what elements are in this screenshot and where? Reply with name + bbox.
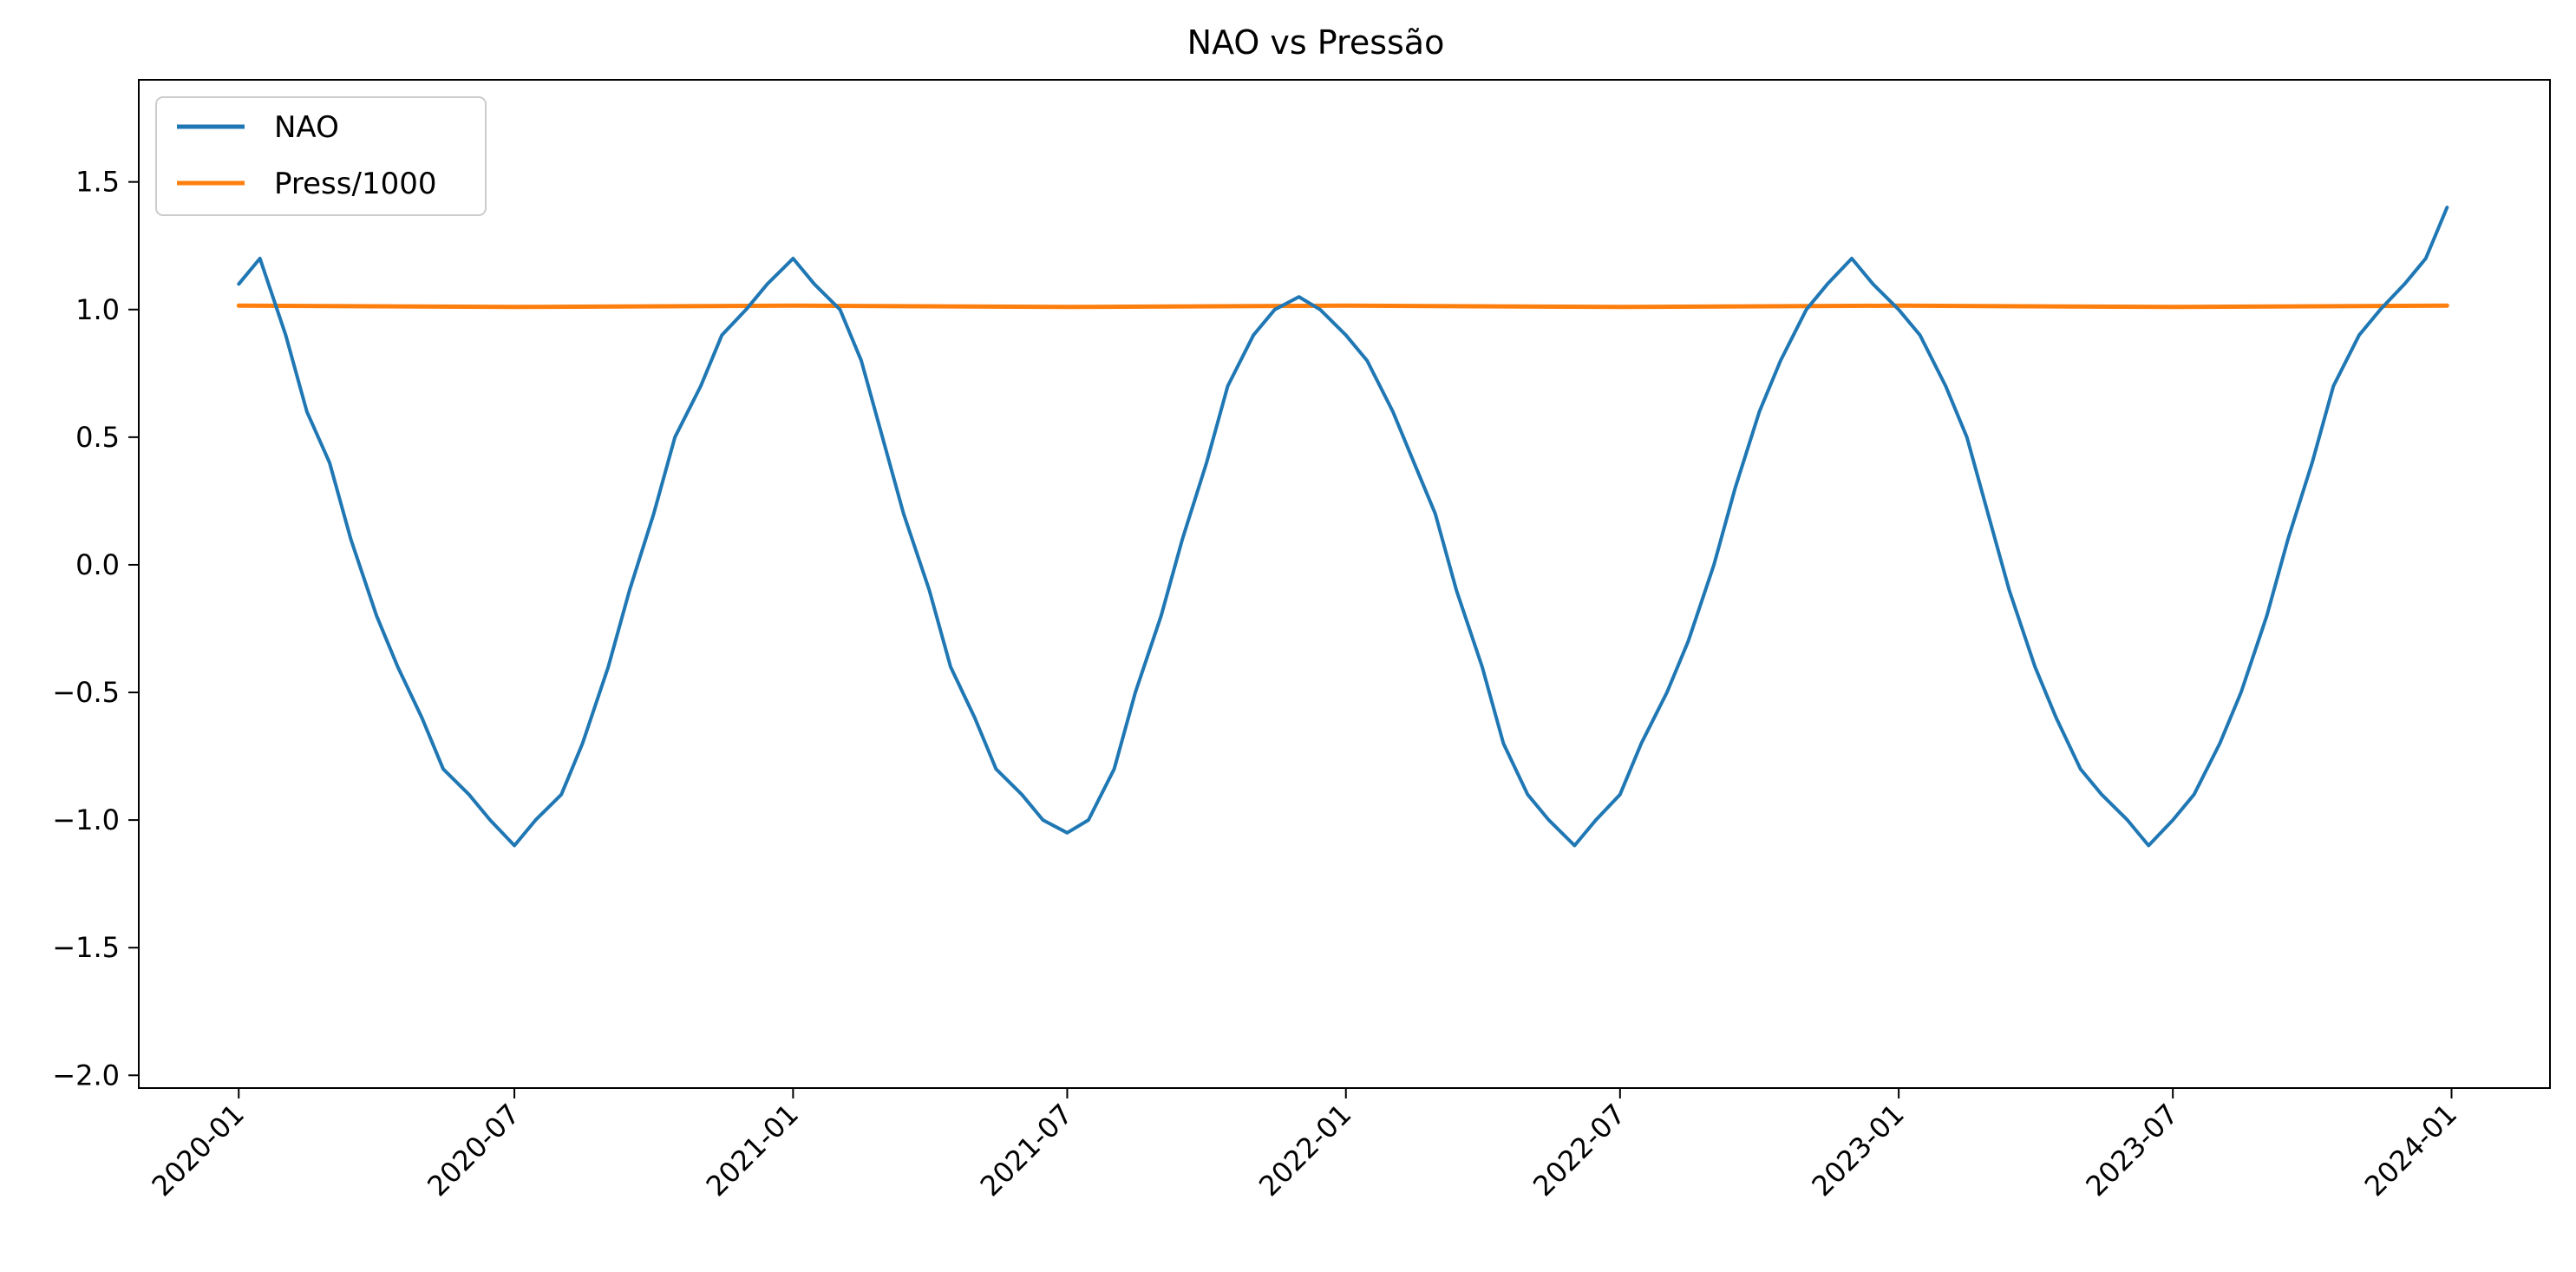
legend-label-press: Press/1000 [274, 167, 436, 201]
series-line-nao [237, 206, 2449, 848]
y-tick-label: 1.5 [75, 166, 120, 199]
legend: NAO Press/1000 [155, 96, 487, 216]
y-tick-label: 0.5 [75, 421, 120, 454]
y-tick-label: −1.5 [52, 931, 120, 964]
chart-title: NAO vs Pressão [1187, 23, 1445, 62]
y-tick-label: 0.0 [75, 548, 120, 581]
plot-frame [138, 79, 2551, 1089]
plot-area [138, 79, 2551, 1089]
legend-label-nao: NAO [274, 110, 339, 145]
y-tick-label: −2.0 [52, 1059, 120, 1092]
y-tick-label: −0.5 [52, 676, 120, 709]
series-line-press [236, 303, 2449, 310]
y-tick-label: 1.0 [75, 293, 120, 326]
y-axis: 1.5 1.0 0.5 0.0 −0.5 −1.0 −1.5 −2.0 [52, 166, 139, 1092]
y-tick-label: −1.0 [52, 803, 120, 836]
